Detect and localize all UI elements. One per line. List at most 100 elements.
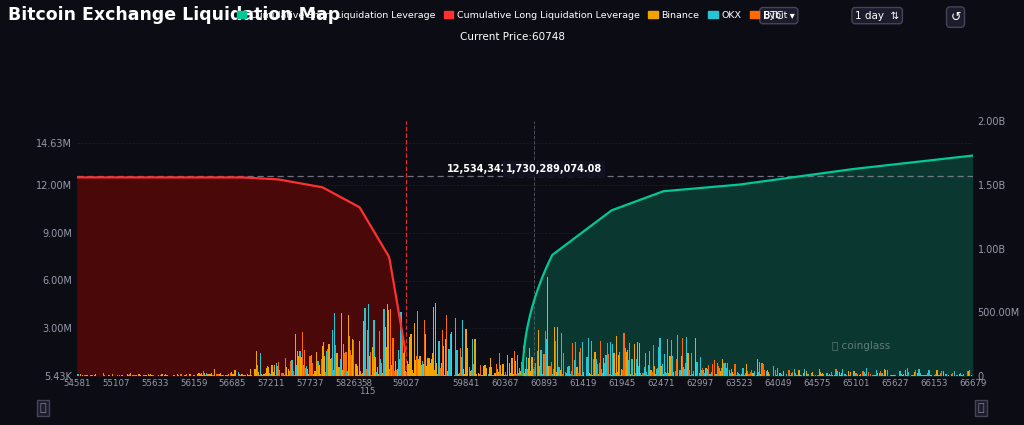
Bar	[484, 365, 485, 376]
Bar	[376, 372, 377, 376]
Bar	[435, 303, 436, 376]
Bar	[308, 374, 309, 376]
Bar	[374, 320, 375, 376]
Bar	[563, 353, 564, 376]
Bar	[599, 363, 600, 376]
Bar	[289, 371, 291, 376]
Bar	[605, 355, 606, 376]
Bar	[530, 371, 531, 376]
Bar	[269, 373, 270, 376]
Bar	[703, 370, 705, 376]
Bar	[357, 375, 358, 376]
Bar	[792, 372, 793, 376]
Bar	[790, 374, 791, 376]
Bar	[240, 375, 241, 376]
Bar	[368, 304, 369, 376]
Bar	[80, 374, 81, 376]
Bar	[134, 375, 136, 376]
Bar	[296, 365, 297, 376]
Bar	[130, 374, 131, 376]
Bar	[693, 371, 694, 376]
Bar	[887, 370, 888, 376]
Bar	[579, 352, 580, 376]
Bar	[751, 372, 752, 376]
Bar	[635, 373, 636, 376]
Bar	[753, 373, 754, 376]
Bar	[140, 375, 141, 376]
Bar	[436, 363, 437, 376]
Bar	[379, 332, 380, 376]
Bar	[821, 374, 822, 376]
Bar	[577, 367, 578, 376]
Bar	[499, 354, 500, 376]
Bar	[569, 374, 570, 376]
Bar	[291, 361, 292, 376]
Bar	[846, 375, 847, 376]
Bar	[513, 351, 515, 376]
Bar	[527, 369, 528, 376]
Bar	[409, 363, 410, 376]
Bar	[213, 374, 214, 376]
Bar	[733, 374, 734, 376]
Bar	[926, 375, 928, 376]
Bar	[752, 370, 753, 376]
Bar	[756, 375, 757, 376]
Bar	[147, 374, 150, 376]
Bar	[945, 374, 946, 376]
Bar	[864, 374, 865, 376]
Bar	[223, 375, 224, 376]
Bar	[557, 327, 558, 376]
Bar	[890, 375, 892, 376]
Bar	[305, 368, 306, 376]
Bar	[903, 374, 904, 376]
Bar	[518, 374, 519, 376]
Bar	[260, 353, 261, 376]
Bar	[472, 339, 473, 376]
Bar	[665, 372, 667, 376]
Bar	[339, 367, 340, 376]
Bar	[481, 375, 482, 376]
Bar	[919, 369, 920, 376]
Bar	[746, 371, 748, 376]
Bar	[683, 367, 684, 376]
Bar	[881, 371, 882, 376]
Bar	[264, 373, 266, 376]
Bar	[414, 323, 415, 376]
Bar	[958, 374, 959, 376]
Bar	[757, 359, 758, 376]
Bar	[367, 330, 368, 376]
Bar	[578, 374, 579, 376]
Bar	[689, 374, 691, 376]
Bar	[842, 369, 844, 376]
Bar	[209, 374, 210, 376]
Bar	[151, 374, 152, 376]
Bar	[649, 351, 650, 376]
Bar	[860, 374, 861, 376]
Bar	[216, 374, 217, 376]
Bar	[656, 368, 657, 376]
Bar	[548, 366, 550, 376]
Bar	[716, 374, 717, 376]
Bar	[641, 375, 643, 376]
Bar	[212, 374, 213, 376]
Bar	[624, 334, 625, 376]
Bar	[496, 364, 497, 376]
Bar	[553, 369, 554, 376]
Bar	[836, 369, 837, 376]
Bar	[174, 375, 175, 376]
Bar	[430, 359, 432, 376]
Bar	[735, 375, 737, 376]
Bar	[326, 372, 327, 376]
Bar	[206, 373, 208, 376]
Bar	[672, 356, 673, 376]
Bar	[707, 369, 708, 376]
Bar	[449, 349, 450, 376]
Bar	[595, 359, 597, 376]
Bar	[511, 358, 513, 376]
Bar	[659, 338, 660, 376]
Bar	[873, 375, 874, 376]
Bar	[524, 369, 526, 376]
Text: 1,730,289,074.08: 1,730,289,074.08	[506, 164, 602, 174]
Bar	[282, 373, 283, 376]
Bar	[143, 375, 144, 376]
